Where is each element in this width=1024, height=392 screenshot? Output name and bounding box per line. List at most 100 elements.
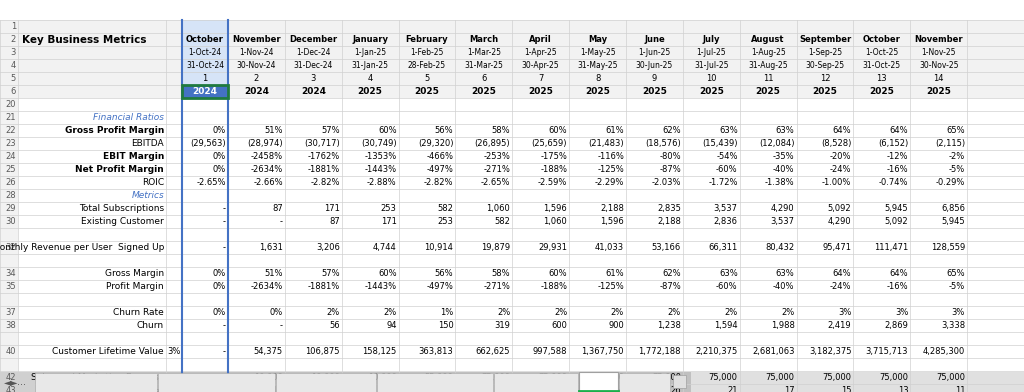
Bar (0, 33, 18, 46)
Bar (0, 319, 18, 332)
Text: -2.65%: -2.65% (197, 178, 226, 187)
Text: January: January (352, 35, 388, 44)
Text: -2.82%: -2.82% (424, 178, 454, 187)
Text: 60%: 60% (378, 269, 396, 278)
Text: 57%: 57% (322, 269, 340, 278)
Bar (0, 20, 18, 392)
Text: 2,188: 2,188 (657, 217, 681, 226)
Bar (0, 384, 18, 392)
Text: EBITDA: EBITDA (131, 139, 164, 148)
Text: Customer Lifetime Value: Customer Lifetime Value (52, 347, 164, 356)
Text: 4: 4 (10, 61, 16, 70)
Text: 42: 42 (5, 373, 16, 382)
Text: (15,439): (15,439) (702, 139, 737, 148)
Bar (0, 371, 18, 384)
Text: -: - (280, 321, 283, 330)
Text: -60%: -60% (716, 282, 737, 291)
Text: Existing Customer: Existing Customer (81, 217, 164, 226)
Text: -2.03%: -2.03% (651, 178, 681, 187)
Text: 1%: 1% (440, 308, 454, 317)
Bar (0, 124, 18, 137)
Bar (797, 20, 853, 98)
Text: 171: 171 (324, 204, 340, 213)
Text: 60%: 60% (549, 269, 567, 278)
Text: 1-Jul-25: 1-Jul-25 (696, 48, 726, 57)
Text: 2,210,375: 2,210,375 (695, 347, 737, 356)
Text: 2025: 2025 (698, 87, 724, 96)
Text: 11: 11 (763, 74, 773, 83)
Bar (35, 373, 157, 392)
Bar (0, 345, 18, 358)
Text: (21,483): (21,483) (589, 139, 624, 148)
Bar (0, 241, 18, 254)
Text: 2024: 2024 (193, 87, 217, 96)
Text: 26: 26 (671, 386, 681, 392)
Bar (673, 375, 685, 388)
Text: 13: 13 (877, 74, 887, 83)
Text: 2%: 2% (554, 308, 567, 317)
Text: 40: 40 (386, 386, 396, 392)
Text: 87: 87 (272, 204, 283, 213)
Text: 75,000: 75,000 (539, 373, 567, 382)
Text: 2%: 2% (724, 308, 737, 317)
Bar (0, 46, 18, 59)
Text: (2,115): (2,115) (935, 139, 966, 148)
Text: -175%: -175% (541, 152, 567, 161)
Text: 64%: 64% (833, 269, 851, 278)
Text: 26: 26 (5, 178, 16, 187)
Bar (0, 358, 18, 371)
Text: -87%: -87% (659, 165, 681, 174)
Text: 3%: 3% (838, 308, 851, 317)
Text: (25,659): (25,659) (531, 139, 567, 148)
Text: December: December (289, 35, 337, 44)
Text: 171: 171 (381, 217, 396, 226)
Text: (18,576): (18,576) (645, 139, 681, 148)
Text: Profit Margin: Profit Margin (106, 282, 164, 291)
Bar (0, 163, 18, 176)
Bar (618, 373, 670, 392)
Text: 31-Mar-25: 31-Mar-25 (465, 61, 503, 70)
Text: 56: 56 (329, 321, 340, 330)
Text: 253: 253 (381, 204, 396, 213)
Text: 582: 582 (437, 204, 454, 213)
Text: 23: 23 (5, 139, 16, 148)
Bar (0, 228, 18, 241)
Bar (0, 306, 18, 319)
Text: 19,879: 19,879 (481, 243, 510, 252)
Text: 56%: 56% (435, 269, 454, 278)
Text: 1-Feb-25: 1-Feb-25 (411, 48, 443, 57)
Text: February: February (406, 35, 449, 44)
Text: 3%: 3% (167, 347, 180, 356)
Text: 66,311: 66,311 (709, 243, 737, 252)
Bar (910, 20, 967, 98)
Text: November: November (914, 35, 963, 44)
Text: 30-Sep-25: 30-Sep-25 (806, 61, 845, 70)
Text: 94: 94 (386, 321, 396, 330)
Text: 253: 253 (437, 217, 454, 226)
Text: -35%: -35% (773, 152, 795, 161)
Text: September: September (799, 35, 851, 44)
Text: 6: 6 (481, 74, 486, 83)
Text: 1,988: 1,988 (771, 321, 795, 330)
Text: 10,914: 10,914 (425, 243, 454, 252)
Text: 43: 43 (5, 386, 16, 392)
Text: -24%: -24% (829, 282, 851, 291)
Text: 2,681,063: 2,681,063 (752, 347, 795, 356)
Text: -2.65%: -2.65% (481, 178, 510, 187)
Text: 75,000: 75,000 (652, 373, 681, 382)
Text: -: - (223, 217, 226, 226)
Bar (342, 20, 398, 98)
Text: 1,060: 1,060 (544, 217, 567, 226)
Text: -1881%: -1881% (307, 165, 340, 174)
Text: 75,000: 75,000 (822, 373, 851, 382)
Text: (6,152): (6,152) (878, 139, 908, 148)
Text: 34: 34 (613, 386, 624, 392)
Text: 3%: 3% (951, 308, 966, 317)
Text: 51%: 51% (264, 269, 283, 278)
Text: 2,835: 2,835 (657, 204, 681, 213)
Text: -1762%: -1762% (307, 152, 340, 161)
Bar (158, 373, 274, 392)
Bar (0, 150, 18, 163)
Text: August: August (752, 35, 784, 44)
Text: 13: 13 (898, 386, 908, 392)
